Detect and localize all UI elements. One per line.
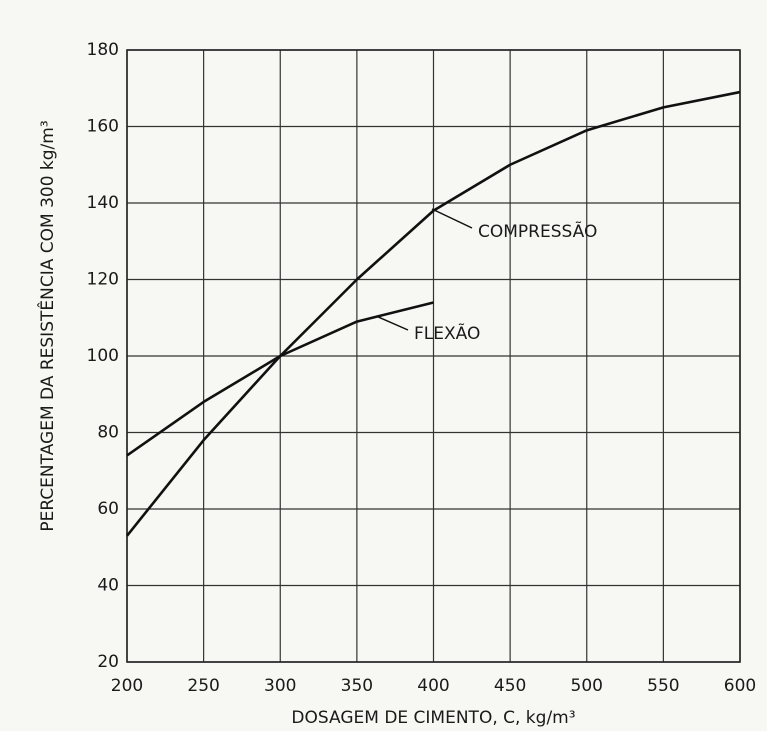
x-tick-label: 400 [417, 676, 449, 696]
line-series [126, 301, 434, 457]
y-tick-label: 40 [97, 576, 119, 596]
y-tick-label: 180 [87, 40, 119, 60]
series-label: FLEXÃO [414, 322, 480, 344]
x-tick-label: 350 [341, 676, 373, 696]
series-label: COMPRESSÃO [478, 220, 597, 242]
x-axis-label: DOSAGEM DE CIMENTO, C, kg/m³ [291, 708, 575, 728]
x-tick-label: 250 [187, 676, 219, 696]
annotation-leader [375, 315, 409, 331]
plot-frame [126, 49, 741, 663]
x-tick-label: 600 [724, 676, 756, 696]
y-tick-label: 140 [87, 193, 119, 213]
x-tick-label: 200 [111, 676, 143, 696]
y-tick-label: 20 [97, 652, 119, 672]
y-axis-label: PERCENTAGEM DA RESISTÊNCIA COM 300 kg/m³ [36, 120, 58, 531]
line-series [125, 90, 741, 537]
x-tick-label: 550 [647, 676, 679, 696]
y-tick-label: 120 [87, 270, 119, 290]
y-tick-label: 160 [87, 117, 119, 137]
y-tick-label: 60 [97, 499, 119, 519]
y-tick-label: 100 [87, 346, 119, 366]
y-tick-label: 80 [97, 423, 119, 443]
x-tick-label: 500 [571, 676, 603, 696]
x-tick-label: 300 [264, 676, 296, 696]
x-tick-label: 450 [494, 676, 526, 696]
annotation-leader [431, 208, 473, 229]
